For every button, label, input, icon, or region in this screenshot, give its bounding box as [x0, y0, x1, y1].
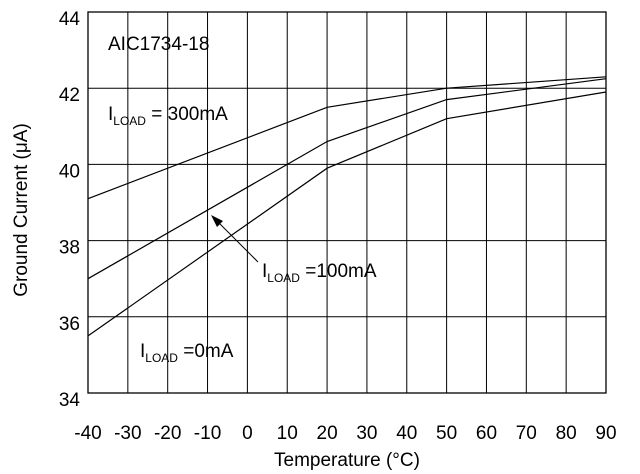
x-tick-label: 90 — [595, 423, 616, 444]
annotation-300ma-text: = 300mA — [146, 104, 228, 125]
series-lines — [87, 76, 607, 337]
y-tick-label: 38 — [59, 238, 80, 259]
annotation-100ma-prefix: I — [262, 261, 267, 282]
x-tick-label: 0 — [242, 423, 253, 444]
x-tick-label: -20 — [154, 423, 181, 444]
annotation-100ma: ILOAD =100mA — [262, 261, 377, 285]
series-line-3 — [87, 91, 607, 337]
annotation-300ma-sub: LOAD — [113, 114, 146, 128]
x-tick-labels: -40 -30 -20 -10 0 10 20 30 40 50 60 70 80 90 — [74, 423, 616, 444]
y-tick-label: 34 — [59, 390, 81, 411]
x-axis-label: Temperature (°C) — [274, 450, 420, 471]
grid-lines — [88, 12, 606, 393]
y-tick-label: 44 — [59, 9, 81, 30]
x-tick-label: 10 — [277, 423, 298, 444]
y-tick-label: 36 — [59, 314, 80, 335]
annotation-100ma-text: =100mA — [300, 261, 377, 282]
annotation-300ma: ILOAD = 300mA — [108, 104, 228, 128]
annotation-arrow — [211, 215, 259, 263]
series-line-1 — [87, 76, 607, 200]
annotation-300ma-prefix: I — [108, 104, 113, 125]
x-tick-label: 80 — [556, 423, 577, 444]
x-tick-label: 20 — [317, 423, 338, 444]
annotation-0ma: ILOAD =0mA — [140, 341, 234, 365]
series-line-2 — [87, 78, 607, 280]
plot-frame — [87, 11, 607, 394]
x-tick-label: 50 — [436, 423, 457, 444]
x-tick-label: 40 — [396, 423, 417, 444]
x-tick-label: 30 — [356, 423, 377, 444]
annotation-100ma-sub: LOAD — [267, 271, 300, 285]
x-tick-label: -40 — [74, 423, 101, 444]
x-tick-label: 60 — [476, 423, 497, 444]
annotation-0ma-prefix: I — [140, 341, 145, 362]
x-tick-label: 70 — [516, 423, 537, 444]
x-tick-label: -30 — [114, 423, 141, 444]
annotation-0ma-sub: LOAD — [145, 351, 178, 365]
y-tick-label: 42 — [59, 85, 80, 106]
y-tick-labels: 34 36 38 40 42 44 — [59, 9, 81, 411]
x-tick-label: -10 — [194, 423, 221, 444]
annotation-0ma-text: =0mA — [178, 341, 234, 362]
chart-title: AIC1734-18 — [108, 34, 209, 55]
y-axis-label: Ground Current (μA) — [11, 123, 32, 297]
y-tick-label: 40 — [59, 161, 80, 182]
